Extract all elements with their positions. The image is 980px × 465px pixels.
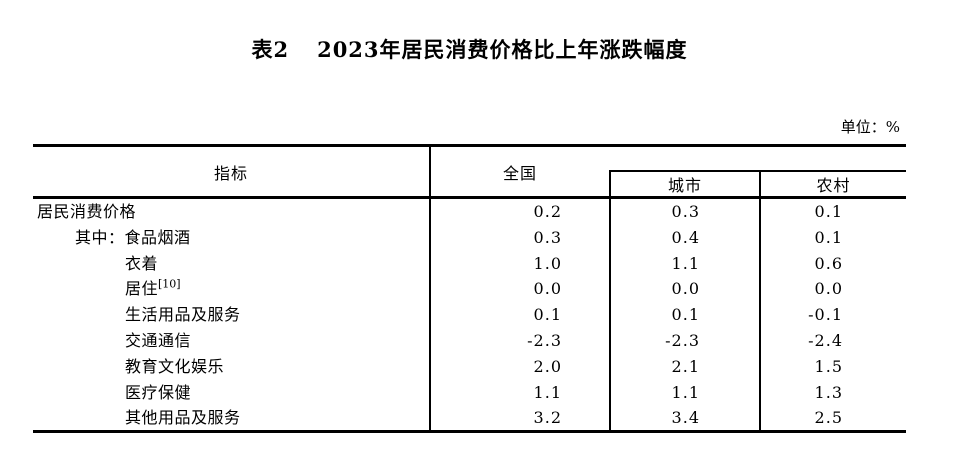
column-divider-indicator-national [429, 144, 431, 433]
unit-label: 单位：% [840, 118, 900, 136]
table-title-text: 2023年居民消费价格比上年涨跌幅度 [317, 37, 688, 62]
cell-national: 0.0 [533, 279, 562, 299]
row-label-text: 衣着 [125, 253, 159, 273]
row-label-text: 医疗保健 [125, 382, 192, 402]
cell-rural: -0.1 [808, 305, 843, 325]
row-label-text: 居住 [125, 279, 159, 299]
cell-urban: -2.3 [665, 330, 700, 350]
header-rural: 农村 [816, 176, 851, 195]
column-divider-national-urban [609, 170, 611, 433]
cell-national: 0.2 [533, 202, 562, 221]
subheader-top-border [609, 170, 906, 172]
cell-rural: 0.6 [814, 253, 843, 273]
row-label: 交通通信 [33, 328, 430, 354]
row-label: 其他用品及服务 [33, 405, 430, 431]
cell-rural: 0.0 [814, 279, 843, 299]
table-body: 居民消费价格 0.2 0.3 0.1 其中：食品烟酒 0.3 0.4 0.1 衣… [33, 199, 906, 431]
table-row: 医疗保健 1.1 1.1 1.3 [33, 380, 906, 406]
cell-urban: 0.4 [671, 227, 700, 247]
row-label-text: 交通通信 [125, 330, 192, 350]
header-separator-border [33, 196, 906, 199]
cell-urban: 0.1 [671, 305, 700, 325]
table-row: 其中：食品烟酒 0.3 0.4 0.1 [33, 225, 906, 251]
row-label: 衣着 [33, 251, 430, 277]
row-label-text: 居民消费价格 [37, 202, 137, 221]
cell-urban: 1.1 [671, 253, 700, 273]
table-row: 生活用品及服务 0.1 0.1 -0.1 [33, 302, 906, 328]
row-label: 其中：食品烟酒 [33, 225, 430, 251]
row-label: 教育文化娱乐 [33, 354, 430, 380]
table-row: 居住[10] 0.0 0.0 0.0 [33, 276, 906, 302]
cell-national: 2.0 [533, 356, 562, 376]
cell-rural: 2.5 [814, 408, 843, 428]
table-row: 交通通信 -2.3 -2.3 -2.4 [33, 328, 906, 354]
row-label: 居民消费价格 [33, 199, 430, 225]
header-urban: 城市 [667, 176, 702, 195]
footnote-ref: [10] [158, 278, 181, 292]
row-label-text: 生活用品及服务 [125, 305, 241, 325]
table-row: 衣着 1.0 1.1 0.6 [33, 251, 906, 277]
table-row: 教育文化娱乐 2.0 2.1 1.5 [33, 354, 906, 380]
row-label: 居住[10] [33, 276, 430, 302]
row-label: 医疗保健 [33, 380, 430, 406]
table-row: 居民消费价格 0.2 0.3 0.1 [33, 199, 906, 225]
cell-national: 1.0 [533, 253, 562, 273]
cell-urban: 0.0 [671, 279, 700, 299]
cell-urban: 2.1 [671, 356, 700, 376]
cell-national: 0.3 [533, 227, 562, 247]
cell-rural: -2.4 [808, 330, 843, 350]
cell-national: 1.1 [533, 382, 562, 402]
cell-national: 3.2 [533, 408, 562, 428]
row-label-text: 教育文化娱乐 [125, 356, 225, 376]
column-divider-urban-rural [759, 170, 761, 433]
row-label: 生活用品及服务 [33, 302, 430, 328]
table-top-border [33, 144, 906, 147]
cell-rural: 1.5 [814, 356, 843, 376]
row-label-text: 其他用品及服务 [125, 408, 241, 428]
cell-national: 0.1 [533, 305, 562, 325]
cell-urban: 3.4 [671, 408, 700, 428]
page-title: 表2 2023年居民消费价格比上年涨跌幅度 [33, 34, 906, 64]
table-bottom-border [33, 430, 906, 433]
cell-rural: 1.3 [814, 382, 843, 402]
table-number: 表2 [251, 37, 290, 62]
cell-national: -2.3 [527, 330, 562, 350]
header-national: 全国 [502, 163, 537, 183]
table-row: 其他用品及服务 3.2 3.4 2.5 [33, 405, 906, 431]
row-prefix: 其中： [75, 227, 125, 247]
cell-rural: 0.1 [814, 227, 843, 247]
cell-urban: 1.1 [671, 382, 700, 402]
cell-urban: 0.3 [671, 202, 700, 221]
header-indicator: 指标 [213, 163, 248, 183]
cell-rural: 0.1 [814, 202, 843, 221]
row-label-text: 食品烟酒 [124, 227, 191, 247]
